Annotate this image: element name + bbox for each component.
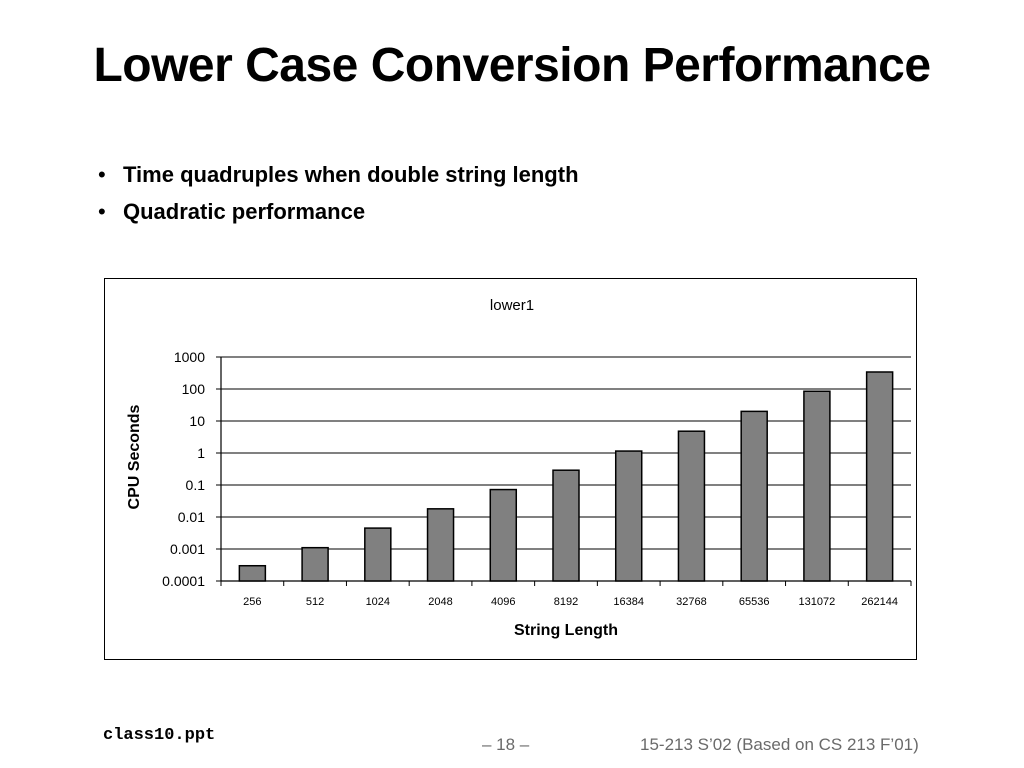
x-tick-label: 262144 [861,596,898,608]
y-axis-label: CPU Seconds [126,404,143,509]
y-tick-label: 0.0001 [162,573,205,589]
bullet-list: • Time quadruples when double string leng… [98,156,579,230]
x-tick-label: 8192 [554,596,578,608]
bar [614,450,643,582]
bar [489,488,518,582]
x-tick-label: 65536 [739,596,770,608]
y-tick-label: 1 [197,445,205,461]
y-tick-label: 100 [182,381,206,397]
y-tick-label: 0.1 [186,477,206,493]
chart-frame: lower1 0.0001 0.001 0.01 0.1 1 10 100 1000 256 512… [104,278,917,660]
footer-course-info: 15-213 S’02 (Based on CS 213 F’01) [640,735,919,754]
y-tick-label: 1000 [174,349,205,365]
bullet-glyph: • [98,199,106,224]
bullet-item: • Quadratic performance [98,193,579,230]
bar [552,469,580,582]
bar [426,508,455,582]
y-tick-label: 0.01 [178,509,205,525]
bar [677,430,706,582]
x-tick-label: 256 [243,596,261,608]
chart-title: lower1 [490,297,534,314]
bar [238,564,267,582]
x-tick-label: 2048 [428,596,452,608]
bullet-text: Time quadruples when double string lengt… [123,162,579,187]
bullet-text: Quadratic performance [123,199,366,224]
footer-filename: class10.ppt [103,726,216,745]
slide-title: Lower Case Conversion Performance [93,39,931,92]
bar [740,410,768,582]
bullet-glyph: • [98,162,106,187]
bar [364,527,392,582]
bar [803,390,831,582]
bar [301,546,329,582]
x-axis-label: String Length [514,622,618,639]
bullet-item: • Time quadruples when double string leng… [98,156,579,193]
x-tick-label: 131072 [799,596,836,608]
y-tick-label: 0.001 [170,541,205,557]
x-tick-label: 32768 [676,596,707,608]
x-tick-label: 16384 [613,596,644,608]
bar [865,371,894,582]
bar-chart: lower1 0.0001 0.001 0.01 0.1 1 10 100 1000 256 512… [126,297,912,639]
x-tick-label: 512 [306,596,324,608]
footer-page-number: – 18 – [482,735,530,754]
y-tick-label: 10 [189,413,205,429]
x-tick-label: 4096 [491,596,515,608]
x-tick-label: 1024 [366,596,390,608]
